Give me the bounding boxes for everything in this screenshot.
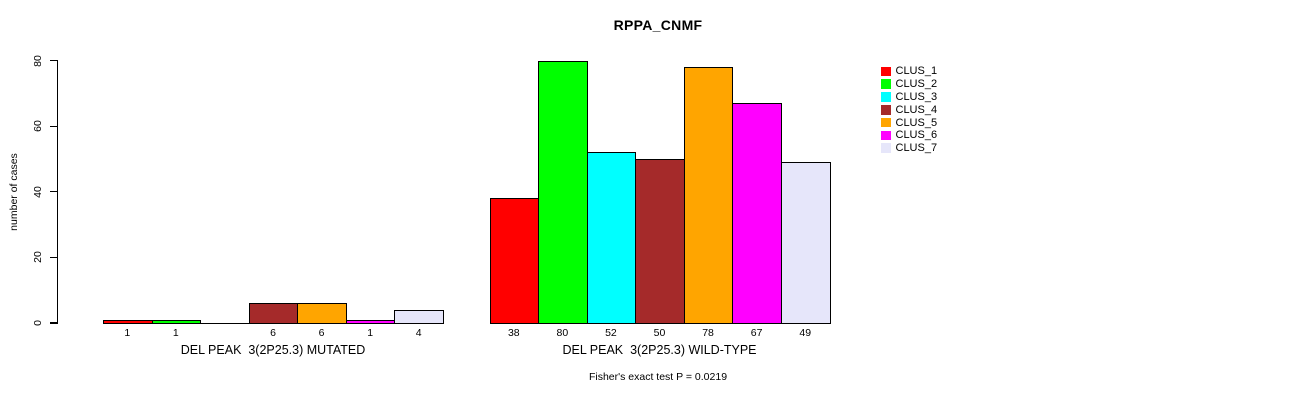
legend-swatch: [881, 79, 891, 89]
legend-label: CLUS_5: [895, 116, 938, 129]
legend-label: CLUS_4: [895, 103, 938, 116]
bar-value-label: 80: [556, 327, 569, 339]
legend-item: CLUS_7: [881, 142, 937, 155]
x-axis-group-label: DEL PEAK 3(2P25.3) WILD-TYPE: [562, 343, 757, 357]
bar-clus-3--wild-type: [587, 152, 636, 325]
legend-swatch: [881, 66, 891, 77]
bar-value-label: 1: [367, 327, 374, 339]
bar-clus-2--wild-type: [538, 60, 588, 325]
legend-item: CLUS_4: [881, 103, 937, 116]
legend-item: CLUS_6: [881, 129, 937, 142]
y-tick-label: 80: [32, 54, 44, 67]
bar-value-label: 50: [653, 327, 666, 339]
legend-swatch: [881, 117, 891, 128]
legend-item: CLUS_2: [881, 78, 937, 91]
y-tick-label: 0: [32, 320, 44, 326]
legend-item: CLUS_3: [881, 91, 937, 104]
y-tick: [50, 59, 58, 62]
bar-value-label: 52: [605, 327, 617, 339]
legend-item: CLUS_1: [881, 65, 937, 78]
legend-swatch: [881, 92, 891, 102]
chart-title: RPPA_CNMF: [613, 17, 703, 33]
y-tick: [50, 256, 58, 259]
y-tick-label: 20: [32, 251, 44, 264]
bar-value-label: 6: [270, 327, 276, 339]
legend-swatch: [881, 143, 891, 153]
bar-clus-7--wild-type: [781, 162, 831, 325]
bar-clus-6--mutated: [346, 319, 395, 325]
legend-label: CLUS_1: [895, 65, 938, 78]
bar-clus-7--mutated: [394, 309, 444, 325]
bar-clus-6--wild-type: [732, 103, 782, 325]
y-tick-label: 40: [32, 185, 44, 198]
fisher-test-caption: Fisher's exact test P = 0.0219: [588, 371, 728, 383]
bar-value-label: 1: [124, 327, 131, 339]
legend-label: CLUS_6: [895, 129, 938, 142]
legend: CLUS_1 CLUS_2 CLUS_3 CLUS_4 CLUS_5 CLUS_6 CLUS…: [881, 65, 937, 155]
bar-value-label: 78: [702, 327, 714, 339]
legend-swatch: [881, 130, 891, 141]
bar-clus-5--mutated: [297, 303, 347, 325]
legend-label: CLUS_3: [895, 90, 938, 103]
y-tick: [50, 322, 58, 324]
bar-value-label: 67: [750, 327, 763, 339]
legend-label: CLUS_2: [895, 78, 938, 91]
bar-clus-1--wild-type: [490, 198, 539, 325]
x-axis-group-label: DEL PEAK 3(2P25.3) MUTATED: [180, 343, 366, 357]
legend-item: CLUS_5: [881, 116, 937, 129]
y-tick: [50, 191, 58, 193]
bar-clus-4--mutated: [249, 303, 298, 325]
bar-clus-5--wild-type: [684, 67, 733, 325]
y-axis-label: number of cases: [8, 153, 20, 231]
y-tick: [50, 125, 58, 127]
bar-value-label: 4: [415, 327, 422, 339]
bar-value-label: 49: [799, 327, 812, 339]
y-tick-label: 60: [32, 120, 44, 133]
legend-swatch: [881, 105, 891, 115]
bar-clus-1--mutated: [103, 319, 153, 325]
legend-label: CLUS_7: [895, 142, 938, 155]
y-axis-line: [57, 59, 59, 324]
bar-value-label: 38: [507, 327, 520, 339]
bar-clus-4--wild-type: [635, 159, 685, 325]
bar-clus-2--mutated: [152, 319, 201, 325]
bar-value-label: 1: [172, 327, 179, 339]
bar-value-label: 6: [318, 327, 325, 339]
